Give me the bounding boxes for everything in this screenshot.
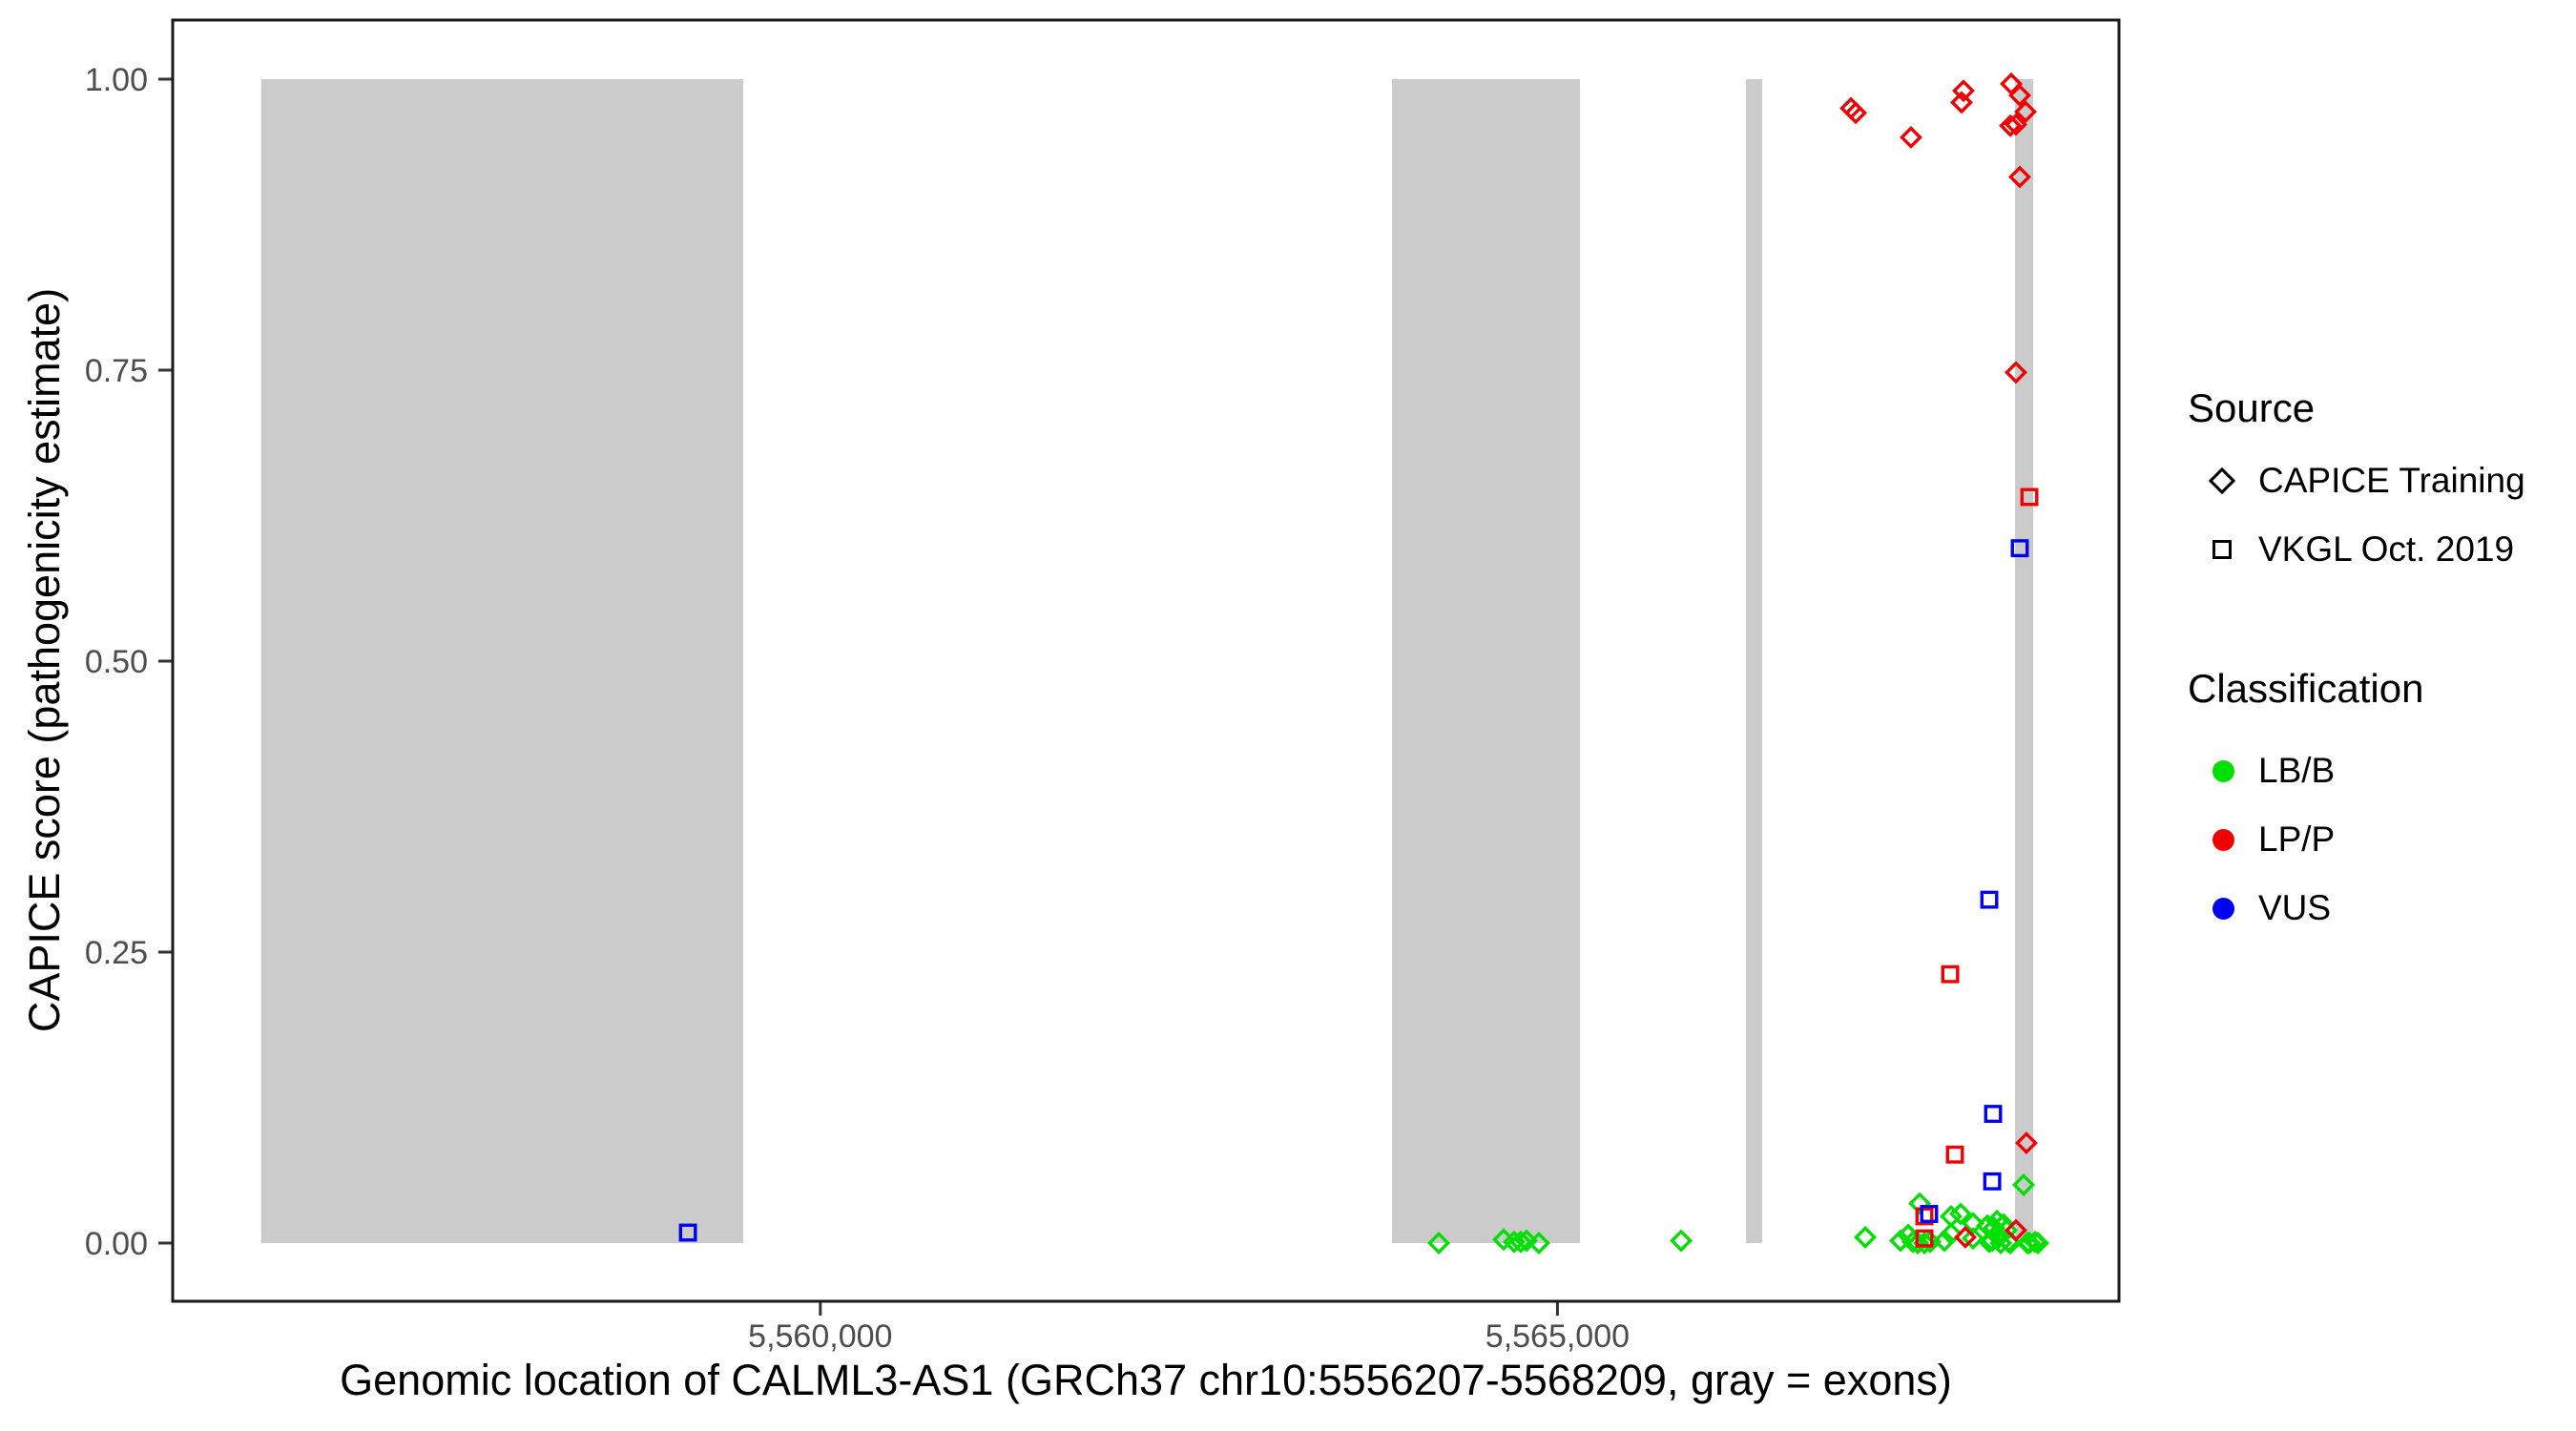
y-tick-label: 0.50 <box>85 644 148 680</box>
data-point-square <box>2010 539 2029 558</box>
data-point-square <box>1980 890 1999 909</box>
legend: Source CAPICE Training VKGL Oct. 2019 Cl… <box>2188 384 2573 943</box>
legend-source-title: Source <box>2188 385 2316 430</box>
open-square-icon <box>2188 540 2258 559</box>
legend-item-lpp: LP/P <box>2188 805 2573 874</box>
exon-rect <box>1746 78 1763 1243</box>
legend-item-vkgl: VKGL Oct. 2019 <box>2188 515 2573 584</box>
data-point-diamond <box>1999 114 2023 137</box>
legend-item-label: CAPICE Training <box>2258 461 2525 500</box>
data-point-diamond <box>1952 79 1975 103</box>
data-point-diamond <box>1670 1229 1693 1253</box>
blue-dot-icon <box>2188 897 2258 920</box>
legend-item-lbb: LB/B <box>2188 736 2573 805</box>
data-point-diamond <box>1844 101 1867 125</box>
legend-classification-items: LB/B LP/P VUS <box>2188 714 2573 943</box>
legend-item-vus: VUS <box>2188 874 2573 943</box>
legend-classification-title: Classification <box>2188 666 2424 711</box>
data-point-square <box>1945 1145 1964 1164</box>
legend-source-items: CAPICE Training VKGL Oct. 2019 <box>2188 433 2573 584</box>
data-point-diamond <box>2026 1232 2049 1255</box>
data-point-diamond <box>2008 84 2031 108</box>
data-point-square <box>1983 1172 2002 1191</box>
data-point-diamond <box>1933 1229 1956 1253</box>
y-tick-label: 1.00 <box>85 62 148 98</box>
data-point-diamond <box>2005 361 2027 384</box>
x-axis-title: Genomic location of CALML3-AS1 (GRCh37 c… <box>340 1356 1952 1404</box>
green-dot-icon <box>2188 759 2258 782</box>
y-tick-label: 0.25 <box>85 935 148 971</box>
y-tick-label: 0.75 <box>85 353 148 389</box>
legend-item-capice-training: CAPICE Training <box>2188 446 2573 515</box>
data-point-diamond <box>2005 113 2027 136</box>
data-point-square <box>1915 1229 1934 1248</box>
data-point-diamond <box>1854 1225 1878 1249</box>
data-point-diamond <box>1954 1225 1977 1249</box>
data-point-square <box>1941 964 1960 984</box>
data-point-square <box>678 1223 697 1242</box>
legend-group-source: Source CAPICE Training VKGL Oct. 2019 <box>2188 384 2573 584</box>
panel-border <box>171 18 2121 1303</box>
exon-rect <box>2015 78 2034 1243</box>
legend-item-label: LP/P <box>2258 819 2336 859</box>
data-point-diamond <box>1527 1232 1550 1255</box>
legend-item-label: VKGL Oct. 2019 <box>2258 529 2515 569</box>
data-point-diamond <box>2008 165 2031 189</box>
data-point-diamond <box>1900 126 1922 149</box>
red-dot-icon <box>2188 828 2258 851</box>
data-point-square <box>2020 487 2039 507</box>
y-tick-label: 0.00 <box>85 1226 148 1262</box>
legend-item-label: LB/B <box>2258 751 2336 790</box>
data-point-square <box>1984 1105 2003 1124</box>
x-tick-label: 5,565,000 <box>1485 1318 1630 1355</box>
data-point-square <box>1915 1207 1934 1226</box>
data-point-diamond <box>2014 100 2037 124</box>
data-point-diamond <box>2005 1218 2027 1242</box>
legend-group-classification: Classification LB/B LP/P <box>2188 664 2573 943</box>
exon-rect <box>1392 78 1581 1243</box>
data-point-square <box>1920 1205 1939 1223</box>
legend-item-label: VUS <box>2258 888 2332 927</box>
data-point-diamond <box>2012 1173 2035 1196</box>
exon-rect <box>260 78 744 1243</box>
open-diamond-icon <box>2188 467 2258 495</box>
y-axis-title: CAPICE score (pathogenicity estimate) <box>20 287 69 1033</box>
data-point-diamond <box>1962 1212 1984 1235</box>
data-point-diamond <box>1949 1202 1972 1226</box>
data-point-diamond <box>1427 1232 1450 1255</box>
data-point-diamond <box>2015 1131 2038 1155</box>
x-tick-label: 5,560,000 <box>748 1318 892 1355</box>
